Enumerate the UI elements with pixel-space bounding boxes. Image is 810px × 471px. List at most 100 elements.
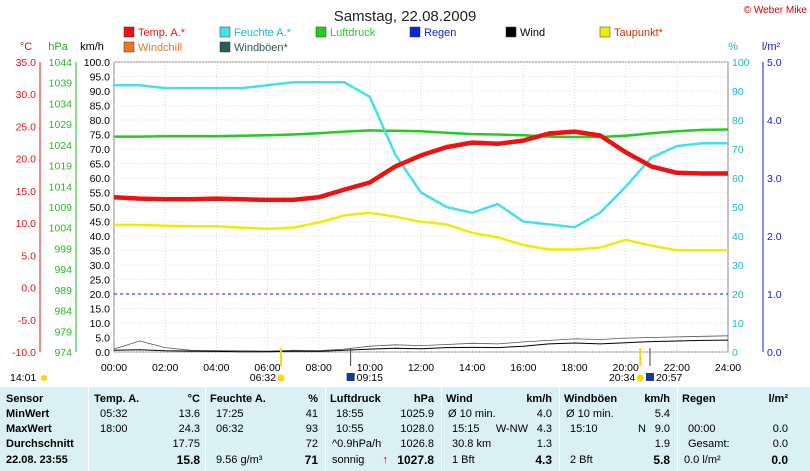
legend-label: Taupunkt* <box>614 27 664 39</box>
legend-swatch <box>409 26 421 38</box>
gusts-header: Windböen <box>564 393 618 405</box>
legend-swatch <box>123 26 135 38</box>
humidity-header: Feuchte A. <box>210 393 266 405</box>
avg-label: Durchschnitt <box>6 438 74 450</box>
gusts-avg-value: 1.9 <box>654 438 670 450</box>
rain-max-value: 0.0 <box>772 423 788 435</box>
pressure-tick-label: 1029 <box>49 119 73 131</box>
humidity-max-time: 06:32 <box>216 423 244 435</box>
legend-label: Regen <box>424 27 456 39</box>
gusts-max-direction: N <box>638 423 646 435</box>
wind-tick-label: 75.0 <box>90 130 111 142</box>
rain-tick-label: 4.0 <box>767 115 782 127</box>
humidity-avg-value: 72 <box>305 438 318 450</box>
left-time-label: 14:01 <box>10 372 36 384</box>
pressure-min-value: 1025.9 <box>400 408 434 420</box>
rain-tick-label: 0.0 <box>767 347 782 359</box>
rain-total-value: 0.0 <box>772 438 788 450</box>
wind-tick-label: 60.0 <box>90 173 111 185</box>
statistics-table: Sensor MinWert MaxWert Durchschnitt 22.0… <box>0 387 810 471</box>
wind-tick-label: 40.0 <box>90 231 111 243</box>
temp-unit: °C <box>187 393 200 405</box>
wind-tick-label: 85.0 <box>90 101 111 113</box>
x-tick-label: 02:00 <box>152 362 178 374</box>
wind-current-value: 4.3 <box>535 453 552 467</box>
temp-tick-label: 35.0 <box>16 57 37 69</box>
x-tick-label: 04:00 <box>203 362 229 374</box>
wind-max-direction: W-NW <box>495 423 528 435</box>
wind-avg10-value: 4.0 <box>536 408 552 420</box>
pressure-column: Luftdruck hPa 18:55 1025.9 10:55 1028.0 ^0.… <box>328 387 438 471</box>
wind-tick-label: 95.0 <box>90 72 111 84</box>
temp-tick-label: -10.0 <box>12 347 36 359</box>
wind-avg-value: 1.3 <box>536 438 552 450</box>
rain-tick-label: 2.0 <box>767 231 782 243</box>
wind-tick-label: 90.0 <box>90 86 111 98</box>
pressure-tick-label: 1034 <box>49 98 73 110</box>
gusts-unit: km/h <box>644 393 670 405</box>
temp-tick-label: 10.0 <box>16 218 37 230</box>
gusts-avg10-label: Ø 10 min. <box>566 408 614 420</box>
wind-tick-label: 55.0 <box>90 188 111 200</box>
chart-legend: Temp. A.* Feuchte A.* Luftdruck Regen Wind Ta… <box>123 26 664 54</box>
temp-min-time: 05:32 <box>100 408 128 420</box>
humidity-absolute-note: 9.56 g/m³ <box>216 454 263 466</box>
pressure-max-time: 10:55 <box>336 423 364 435</box>
wind-column: Wind km/h Ø 10 min. 4.0 15:15 W-NW 4.3 30.8 … <box>444 387 556 471</box>
moon-icon <box>645 373 654 381</box>
pressure-tick-label: 989 <box>54 285 72 297</box>
wind-max-time: 15:15 <box>452 423 480 435</box>
pressure-current-value: 1027.8 <box>397 453 434 467</box>
temperature-series-line <box>113 129 728 203</box>
gusts-series-line <box>113 335 729 352</box>
temp-tick-label: 0.0 <box>21 283 36 295</box>
gusts-max-value: 9.0 <box>654 423 670 435</box>
wind-tick-label: 50.0 <box>90 202 111 214</box>
humidity-tick-label: 10 <box>732 318 744 330</box>
legend-label: Windböen* <box>234 42 289 54</box>
x-tick-label: 16:00 <box>510 362 536 374</box>
pressure-avg-value: 1026.8 <box>400 438 434 450</box>
rain-current-value: 0.0 <box>771 453 788 467</box>
rain-tick-label: 1.0 <box>767 289 782 301</box>
humidity-tick-label: 70 <box>732 144 744 156</box>
humidity-min-time: 17:25 <box>216 408 244 420</box>
gusts-current-value: 5.8 <box>653 453 670 467</box>
pressure-tick-label: 974 <box>54 347 72 359</box>
humidity-column: Feuchte A.% 17:25 41 06:32 93 72 9.56 g/m³… <box>208 387 322 471</box>
legend-swatch <box>315 26 327 38</box>
x-tick-label: 08:00 <box>306 362 332 374</box>
wind-tick-label: 25.0 <box>90 275 111 287</box>
wind-avg10-label: Ø 10 min. <box>448 408 496 420</box>
temp-max-time: 18:00 <box>100 423 128 435</box>
x-tick-label: 24:00 <box>715 362 741 374</box>
pressure-tick-label: 1019 <box>49 161 73 173</box>
pressure-tick-label: 994 <box>54 264 72 276</box>
temp-tick-label: -5.0 <box>18 315 36 327</box>
pressure-tick-label: 1014 <box>49 181 73 193</box>
rain-total-label: Gesamt: <box>688 438 730 450</box>
sun-marker-label: 06:32 <box>250 372 276 384</box>
legend-swatch <box>123 41 135 53</box>
forecast-note: sonnig <box>332 454 365 466</box>
humidity-tick-label: 40 <box>732 231 744 243</box>
gusts-max-time: 15:10 <box>570 423 598 435</box>
humidity-tick-label: 50 <box>732 202 744 214</box>
humidity-unit-label: % <box>728 41 738 53</box>
legend-label: Temp. A.* <box>138 27 186 39</box>
temp-tick-label: 15.0 <box>16 186 37 198</box>
wind-tick-label: 100.0 <box>84 57 110 69</box>
pressure-tick-label: 1044 <box>49 57 73 69</box>
copyright-label: © Weber Mike <box>744 5 808 16</box>
x-tick-label: 22:00 <box>664 362 690 374</box>
humidity-current-value: 71 <box>304 453 318 467</box>
pressure-tick-label: 979 <box>54 326 72 338</box>
wind-series-line <box>113 339 729 353</box>
legend-label: Windchill <box>138 42 182 54</box>
humidity-unit: % <box>308 393 318 405</box>
rain-column: Regen l/m² 00:00 0.0 Gesamt: 0.0 0.0 l/m² 0.… <box>680 387 792 471</box>
max-label: MaxWert <box>6 423 52 435</box>
legend-swatch <box>599 26 611 38</box>
pressure-tick-label: 1024 <box>49 140 73 152</box>
pressure-tick-label: 1004 <box>49 223 73 235</box>
